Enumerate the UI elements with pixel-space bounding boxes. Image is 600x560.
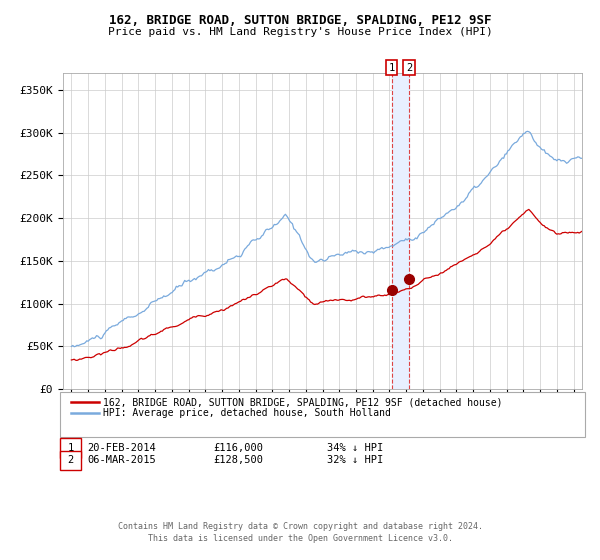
Text: £116,000: £116,000 xyxy=(213,443,263,453)
Text: Contains HM Land Registry data © Crown copyright and database right 2024.: Contains HM Land Registry data © Crown c… xyxy=(118,522,482,531)
Text: 2: 2 xyxy=(67,455,74,465)
Text: This data is licensed under the Open Government Licence v3.0.: This data is licensed under the Open Gov… xyxy=(148,534,452,543)
Text: 34% ↓ HPI: 34% ↓ HPI xyxy=(327,443,383,453)
Text: 1: 1 xyxy=(67,443,74,453)
Text: 162, BRIDGE ROAD, SUTTON BRIDGE, SPALDING, PE12 9SF: 162, BRIDGE ROAD, SUTTON BRIDGE, SPALDIN… xyxy=(109,14,491,27)
Text: HPI: Average price, detached house, South Holland: HPI: Average price, detached house, Sout… xyxy=(103,408,391,418)
Text: 32% ↓ HPI: 32% ↓ HPI xyxy=(327,455,383,465)
Text: 2: 2 xyxy=(406,63,412,73)
Text: Price paid vs. HM Land Registry's House Price Index (HPI): Price paid vs. HM Land Registry's House … xyxy=(107,27,493,37)
Text: 20-FEB-2014: 20-FEB-2014 xyxy=(87,443,156,453)
Bar xyxy=(392,73,409,389)
Text: 162, BRIDGE ROAD, SUTTON BRIDGE, SPALDING, PE12 9SF (detached house): 162, BRIDGE ROAD, SUTTON BRIDGE, SPALDIN… xyxy=(103,397,503,407)
Text: 06-MAR-2015: 06-MAR-2015 xyxy=(87,455,156,465)
Text: £128,500: £128,500 xyxy=(213,455,263,465)
Text: 1: 1 xyxy=(389,63,395,73)
